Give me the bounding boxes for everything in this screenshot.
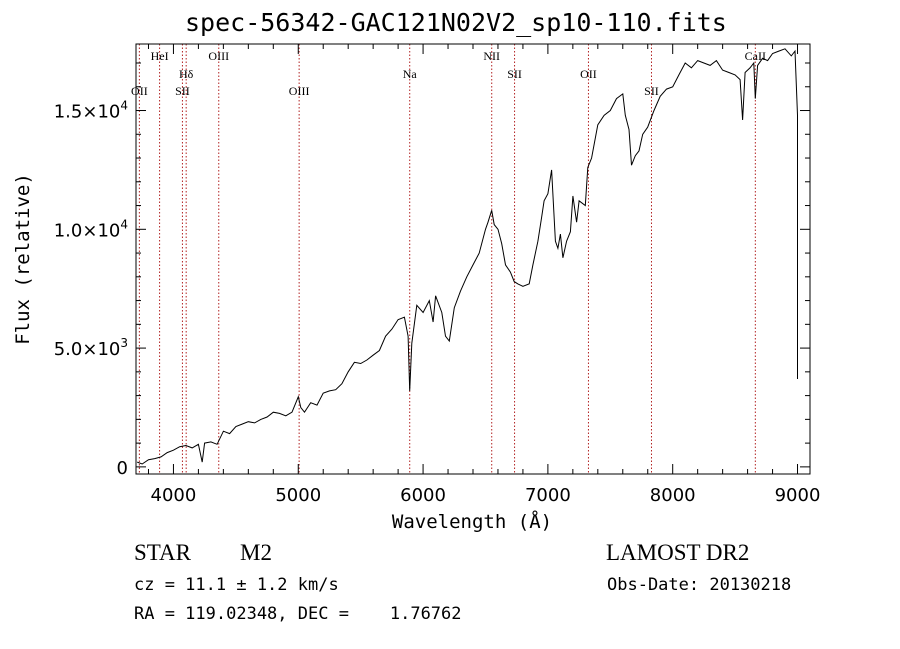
spectrum-line: [137, 48, 798, 465]
subclass: M2: [240, 540, 272, 565]
survey-name: LAMOST DR2: [606, 540, 750, 565]
emission-label: NII: [483, 49, 500, 63]
x-axis-ticks: 4000 5000 6000 7000 8000 9000: [147, 44, 821, 506]
coordinates: RA = 119.02348, DEC = 1.76762: [134, 604, 462, 624]
emission-line-labels: OII HeI SII Hδ OIII OIII Na NII SII OII SII CaII: [131, 49, 766, 98]
object-type: STAR: [134, 540, 191, 565]
redshift-text: cz = 11.1 ± 1.2 km/s: [134, 575, 339, 595]
y-tick-label: 1.5×104: [54, 99, 128, 123]
x-tick-label: 8000: [650, 485, 696, 506]
x-tick-label: 5000: [275, 485, 321, 506]
emission-label: OII: [131, 84, 148, 98]
emission-line-markers: [138, 44, 756, 474]
emission-label: Na: [403, 67, 418, 81]
emission-label: Hδ: [179, 67, 194, 81]
plot-frame: [135, 43, 811, 475]
emission-label: SII: [644, 84, 659, 98]
obs-date: Obs-Date: 20130218: [607, 575, 792, 595]
x-tick-label: 9000: [775, 485, 821, 506]
emission-label: SII: [507, 67, 522, 81]
x-tick-label: 6000: [400, 485, 446, 506]
x-axis-label: Wavelength (Å): [392, 510, 552, 533]
emission-label: SII: [175, 84, 190, 98]
x-tick-label: 7000: [525, 485, 571, 506]
x-tick-label: 4000: [151, 485, 197, 506]
y-axis-ticks: 0 5.0×103 1.0×104 1.5×104: [54, 62, 810, 479]
y-axis-label: Flux (relative): [12, 173, 34, 345]
emission-label: OIII: [208, 49, 229, 63]
emission-label: HeI: [151, 49, 169, 63]
emission-label: CaII: [745, 49, 766, 63]
emission-label: OII: [580, 67, 597, 81]
emission-label: OIII: [289, 84, 310, 98]
chart-title: spec-56342-GAC121N02V2_sp10-110.fits: [185, 8, 727, 37]
y-tick-label: 1.0×104: [54, 217, 128, 241]
y-tick-label: 5.0×103: [54, 336, 128, 360]
y-tick-label: 0: [117, 458, 128, 479]
